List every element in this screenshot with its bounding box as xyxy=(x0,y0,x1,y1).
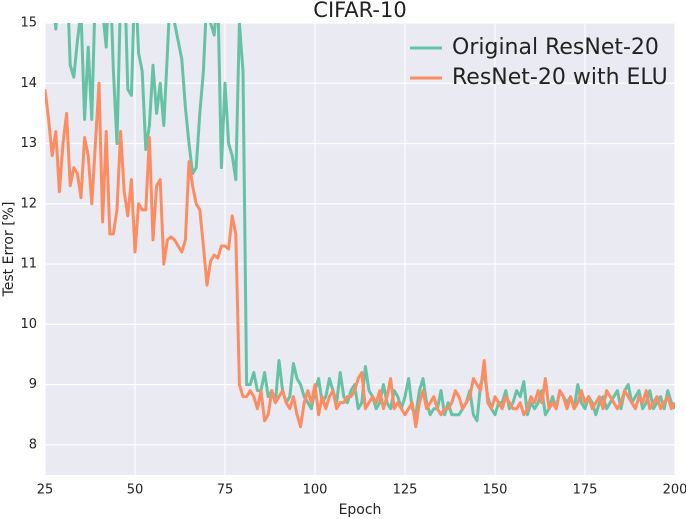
x-tick-label: 50 xyxy=(127,483,144,498)
y-tick-label: 13 xyxy=(20,136,37,151)
y-tick-label: 15 xyxy=(20,16,37,31)
y-axis-label: Test Error [%] xyxy=(1,202,17,298)
x-tick-label: 25 xyxy=(37,483,54,498)
x-tick-label: 125 xyxy=(393,483,418,498)
chart-title: CIFAR-10 xyxy=(313,0,406,22)
series-group xyxy=(45,23,675,429)
y-tick-label: 12 xyxy=(20,196,37,211)
y-tick-label: 11 xyxy=(20,257,37,272)
y-tick-label: 9 xyxy=(29,377,37,392)
y-tick-label: 10 xyxy=(20,317,37,332)
x-tick-label: 150 xyxy=(483,483,508,498)
y-tick-label: 8 xyxy=(29,437,37,452)
y-tick-label: 14 xyxy=(20,76,37,91)
x-tick-label: 100 xyxy=(303,483,328,498)
x-tick-label: 200 xyxy=(663,483,686,498)
x-axis-label: Epoch xyxy=(339,502,382,518)
series-line xyxy=(45,81,675,429)
legend-label: ResNet-20 with ELU xyxy=(452,65,668,90)
x-tick-label: 175 xyxy=(573,483,598,498)
legend-label: Original ResNet-20 xyxy=(452,35,659,60)
x-tick-label: 75 xyxy=(217,483,234,498)
